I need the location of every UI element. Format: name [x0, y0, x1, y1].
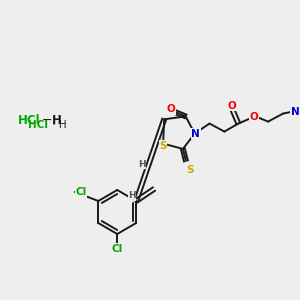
Text: N: N: [291, 106, 299, 117]
Text: H: H: [52, 113, 61, 127]
Text: O: O: [250, 112, 259, 122]
Text: S: S: [186, 165, 194, 175]
Text: O: O: [167, 104, 175, 114]
Text: Cl: Cl: [112, 244, 123, 254]
Text: HCl: HCl: [28, 120, 48, 130]
Text: −: −: [42, 113, 52, 127]
Text: · H: · H: [49, 120, 66, 130]
Text: HCl: HCl: [18, 113, 40, 127]
Text: S: S: [159, 141, 167, 151]
Text: Cl: Cl: [75, 187, 86, 197]
Text: N: N: [191, 129, 200, 139]
Text: H: H: [138, 160, 146, 169]
Text: H: H: [128, 191, 136, 200]
Text: O: O: [227, 100, 236, 111]
